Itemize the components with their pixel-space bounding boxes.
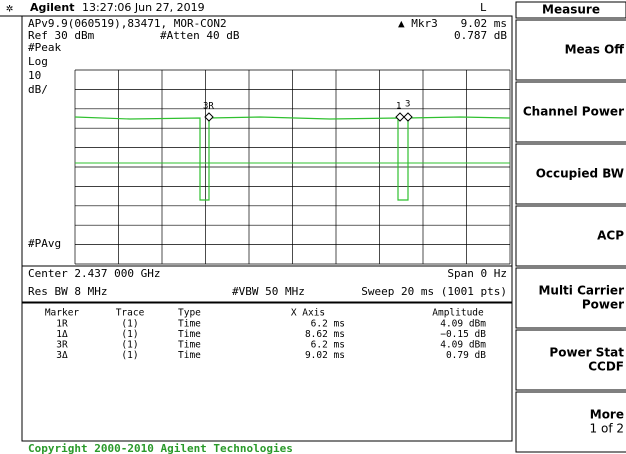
sweep: Sweep 20 ms (1001 pts) <box>361 285 507 298</box>
span: Span 0 Hz <box>447 267 507 280</box>
menu-title: Measure <box>542 3 600 17</box>
marker-label: 3 <box>405 100 410 110</box>
brand: Agilent <box>30 1 74 14</box>
softkey-label: More <box>590 408 624 422</box>
ref-level: Ref 30 dBm <box>28 29 95 42</box>
marker-name: ▲ Mkr3 <box>398 17 438 30</box>
table-cell: (1) <box>121 319 138 330</box>
copyright: Copyright 2000-2010 Agilent Technologies <box>28 442 293 454</box>
table-frame <box>21 302 513 442</box>
softkey-label: Power Stat <box>549 346 624 360</box>
graticule <box>74 69 511 265</box>
table-cell: (1) <box>121 340 138 351</box>
softkey[interactable] <box>515 205 626 267</box>
marker-label: 1 <box>396 102 401 112</box>
table-cell: 8.62 ms <box>305 329 345 340</box>
table-cell: Time <box>178 340 201 351</box>
table-cell: 3R <box>56 340 68 351</box>
display-frame <box>21 15 513 303</box>
marker-y: 0.787 dB <box>454 29 507 42</box>
detector: #Peak <box>28 41 61 54</box>
marker-diamond <box>403 112 413 122</box>
softkey[interactable] <box>515 329 626 391</box>
softkey-label: Channel Power <box>523 105 624 119</box>
table-cell: Time <box>178 319 201 330</box>
softkeys: Meas Off Channel Power Occupied BW ACP Multi… <box>515 19 626 453</box>
marker-label: 3R <box>203 102 214 112</box>
softkey-label: CCDF <box>588 360 624 374</box>
trace <box>74 116 511 201</box>
softkey[interactable] <box>515 391 626 453</box>
vbw: #VBW 50 MHz <box>232 285 305 298</box>
table-cell: 1Δ <box>56 329 68 340</box>
table-cell: −0.15 dB <box>440 329 486 340</box>
star-icon: ✲ <box>6 1 13 15</box>
menu-title-box <box>515 1 626 19</box>
id-line: APv9.9(060519),83471, MOR-CON2 <box>28 17 227 30</box>
softkey-label: Power <box>582 298 624 312</box>
softkey[interactable] <box>515 267 626 329</box>
column-header: X Axis <box>291 308 325 319</box>
softkey-label: ACP <box>597 229 624 243</box>
table-cell: 9.02 ms <box>305 350 345 361</box>
marker-diamond <box>395 112 405 122</box>
softkey-label: Multi Carrier <box>538 284 624 298</box>
table-cell: (1) <box>121 350 138 361</box>
column-header: Marker <box>45 308 80 319</box>
table-cell: Time <box>178 350 201 361</box>
timestamp: 13:27:06 Jun 27, 2019 <box>82 1 205 14</box>
table-cell: (1) <box>121 329 138 340</box>
table-cell: 1R <box>56 319 68 330</box>
softkey[interactable] <box>515 81 626 143</box>
column-header: Trace <box>116 308 145 319</box>
softkey-label: 1 of 2 <box>590 422 624 436</box>
scale-unit: dB/ <box>28 83 48 96</box>
softkey-label: Meas Off <box>565 43 625 57</box>
table-cell: 4.09 dBm <box>440 340 486 351</box>
table-cell: 3Δ <box>56 350 68 361</box>
table-cell: 6.2 ms <box>311 319 345 330</box>
table-cell: 6.2 ms <box>311 340 345 351</box>
table-cell: 4.09 dBm <box>440 319 486 330</box>
softkey[interactable] <box>515 19 626 81</box>
scale-value: 10 <box>28 69 41 82</box>
scale-type: Log <box>28 55 48 68</box>
table-cell: 0.79 dB <box>446 350 486 361</box>
marker-x: 9.02 ms <box>461 17 507 30</box>
rbw: Res BW 8 MHz <box>28 285 107 298</box>
marker-table: Marker Trace Type X Axis Amplitude 1R (1) Time 6… <box>45 308 486 362</box>
attenuation: #Atten 40 dB <box>160 29 240 42</box>
mode: L <box>480 1 487 14</box>
average: #PAvg <box>28 237 61 250</box>
table-cell: Time <box>178 329 201 340</box>
softkey-label: Occupied BW <box>536 167 624 181</box>
softkey[interactable] <box>515 143 626 205</box>
marker-diamond <box>204 112 214 122</box>
center: Center 2.437 000 GHz <box>28 267 160 280</box>
column-header: Type <box>178 308 201 319</box>
column-header: Amplitude <box>432 308 484 319</box>
